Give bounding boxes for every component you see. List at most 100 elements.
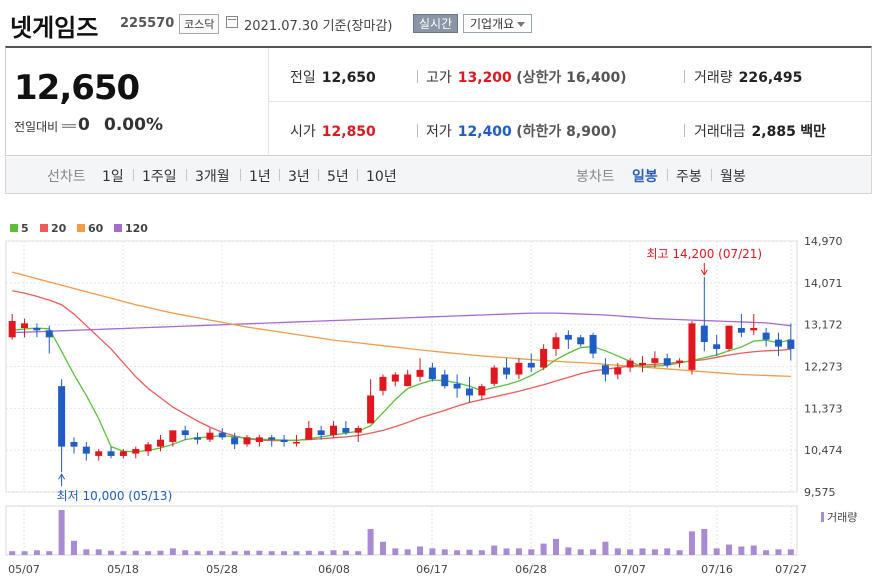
candle-chart-label: 봉차트 bbox=[576, 169, 615, 185]
volume-bar bbox=[206, 550, 213, 555]
volume-bar bbox=[454, 550, 461, 555]
volume-bar bbox=[552, 538, 559, 555]
candle-body bbox=[503, 367, 511, 375]
tab-3m[interactable]: 3개월 bbox=[195, 169, 230, 185]
x-tick-label: 07/16 bbox=[701, 563, 733, 576]
candle-body bbox=[676, 360, 684, 363]
volume-bar bbox=[528, 549, 535, 555]
x-tick-label: 06/28 bbox=[515, 563, 547, 576]
legend-label: 120 bbox=[125, 222, 148, 235]
candle-body bbox=[663, 358, 671, 366]
volume-bar bbox=[676, 550, 683, 555]
volume-bar bbox=[83, 549, 90, 555]
candle-body bbox=[626, 360, 634, 368]
volume-bar bbox=[231, 551, 238, 555]
tab-monthly[interactable]: 월봉 bbox=[720, 169, 746, 185]
candle-body bbox=[330, 425, 338, 436]
candle-body bbox=[774, 339, 782, 347]
candle-body bbox=[552, 337, 560, 349]
x-tick-label: 07/27 bbox=[775, 563, 807, 576]
y-tick-label: 13,172 bbox=[804, 319, 843, 332]
volume-bar bbox=[565, 547, 572, 555]
volume-bar bbox=[293, 551, 300, 555]
candle-body bbox=[218, 432, 226, 438]
candle-body bbox=[194, 437, 202, 440]
tab-1w[interactable]: 1주일 bbox=[142, 169, 177, 185]
tab-1y[interactable]: 1년 bbox=[249, 169, 271, 185]
candle-body bbox=[58, 386, 66, 447]
company-overview-button[interactable]: 기업개요 bbox=[463, 14, 533, 33]
tab-1d[interactable]: 1일 bbox=[102, 169, 124, 185]
volume-pane-border bbox=[5, 505, 798, 556]
volume-bar bbox=[281, 551, 288, 555]
volume-bar bbox=[429, 548, 436, 555]
candle-body bbox=[601, 365, 609, 375]
volume: 거래량 226,495 bbox=[694, 70, 803, 86]
candle-body bbox=[95, 451, 103, 456]
candle-body bbox=[181, 430, 189, 436]
candle-body bbox=[379, 376, 387, 391]
volume-bar bbox=[614, 548, 621, 555]
ma60-line bbox=[12, 271, 791, 378]
candle-body bbox=[33, 328, 41, 331]
candle-body bbox=[144, 444, 152, 452]
volume-bar bbox=[46, 551, 53, 555]
x-tick-label: 05/07 bbox=[8, 563, 40, 576]
y-tick-label: 11,373 bbox=[804, 402, 843, 415]
legend-label: 20 bbox=[51, 222, 67, 235]
tab-10y[interactable]: 10년 bbox=[366, 169, 397, 185]
realtime-button[interactable]: 실시간 bbox=[413, 14, 459, 33]
candle-body bbox=[688, 323, 696, 370]
volume-bar bbox=[379, 541, 386, 555]
candle-body bbox=[564, 334, 572, 340]
volume-bar bbox=[9, 551, 16, 555]
candle-body bbox=[441, 374, 449, 387]
volume-bar bbox=[120, 551, 127, 555]
volume-bar bbox=[392, 548, 399, 555]
volume-bar bbox=[651, 549, 658, 555]
volume-bar bbox=[70, 540, 77, 555]
volume-bar bbox=[244, 550, 251, 555]
x-tick-label: 05/28 bbox=[206, 563, 238, 576]
tab-weekly[interactable]: 주봉 bbox=[676, 169, 702, 185]
moving-average-lines bbox=[12, 271, 791, 453]
prev-change-label: 전일대비 bbox=[14, 120, 59, 134]
candle-body bbox=[762, 332, 770, 340]
candle-body bbox=[169, 430, 177, 442]
candle-body bbox=[787, 339, 795, 349]
low-annotation: 최저 10,000 (05/13) bbox=[57, 489, 173, 503]
candle-body bbox=[416, 369, 424, 377]
ma120-line bbox=[12, 312, 791, 334]
volume-bar bbox=[726, 544, 733, 555]
change-value: 0 bbox=[78, 115, 90, 135]
tab-3y[interactable]: 3년 bbox=[288, 169, 310, 185]
candle-body bbox=[639, 362, 647, 366]
tab-daily[interactable]: 일봉 bbox=[632, 169, 658, 185]
candle-body bbox=[70, 441, 78, 447]
volume-bar bbox=[577, 549, 584, 555]
volume-bar bbox=[701, 528, 708, 555]
volume-legend-swatch bbox=[821, 512, 824, 522]
candle-body bbox=[132, 448, 140, 454]
candle-body bbox=[391, 374, 399, 382]
volume-bar bbox=[33, 550, 40, 555]
volume-bar bbox=[466, 549, 473, 555]
prev-close: 전일 12,650 bbox=[290, 70, 376, 86]
tab-5y[interactable]: 5년 bbox=[327, 169, 349, 185]
volume-bar bbox=[342, 550, 349, 555]
volume-bars: 거래량 bbox=[9, 510, 857, 555]
volume-bar bbox=[355, 551, 362, 555]
chart-grid bbox=[5, 240, 798, 556]
volume-bar bbox=[664, 548, 671, 555]
volume-bar bbox=[305, 550, 312, 555]
y-tick-label: 12,273 bbox=[804, 361, 843, 374]
candles bbox=[8, 276, 795, 473]
volume-bar bbox=[627, 549, 634, 555]
candle-body bbox=[206, 432, 214, 440]
candle-body bbox=[515, 362, 523, 375]
candle-body bbox=[614, 367, 622, 375]
candle-body bbox=[750, 328, 758, 331]
volume-bar bbox=[775, 549, 782, 555]
volume-bar bbox=[318, 551, 325, 555]
chart-annotations: 최고 14,200 (07/21) 최저 10,000 (05/13) bbox=[57, 247, 763, 503]
